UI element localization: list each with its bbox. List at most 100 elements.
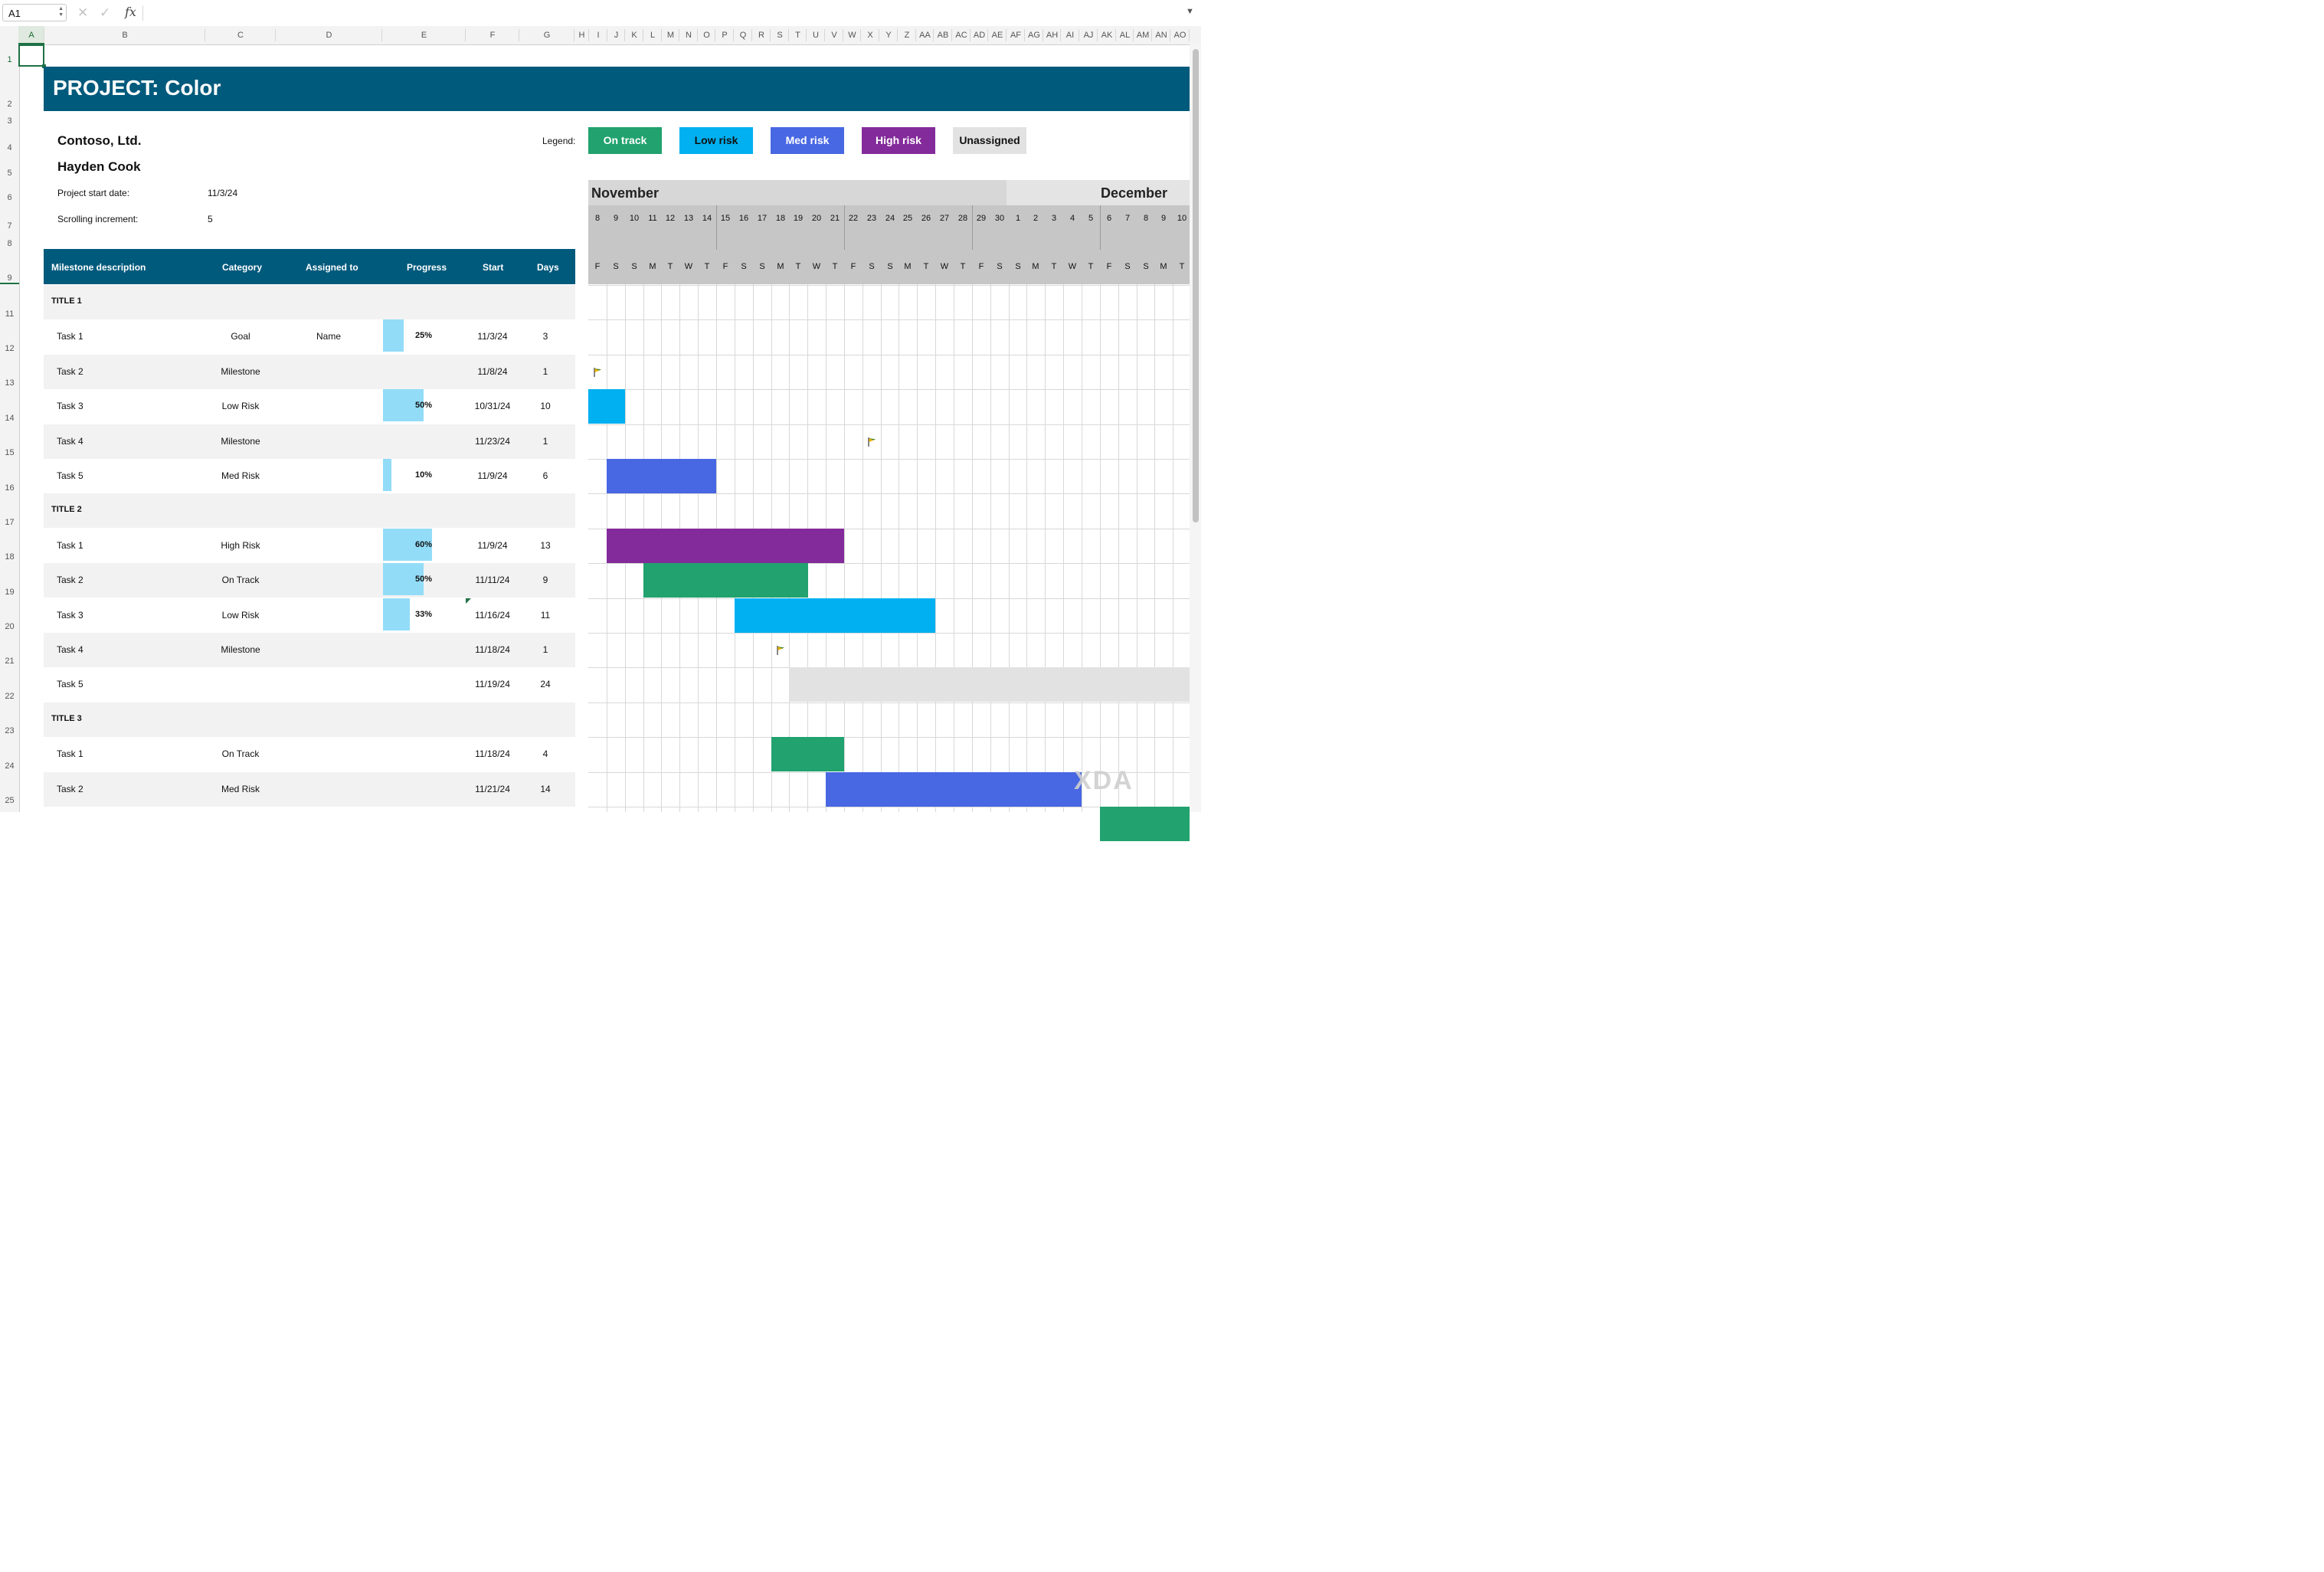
row-header-9[interactable]: 9	[7, 273, 12, 283]
table-row[interactable]: Task 3 Low Risk 33% 11/16/24 11	[44, 598, 575, 633]
row-header-16[interactable]: 16	[5, 483, 15, 493]
task-days[interactable]: 4	[542, 748, 548, 759]
section-title-row[interactable]: TITLE 1	[44, 285, 575, 319]
column-header-u[interactable]: U	[813, 31, 819, 40]
task-name[interactable]: Task 2	[57, 575, 83, 585]
header-milestone[interactable]: Milestone description	[51, 262, 146, 273]
column-header-y[interactable]: Y	[885, 31, 892, 40]
row-header-1[interactable]: 1	[7, 55, 12, 64]
task-progress[interactable]: 33%	[414, 610, 433, 619]
row-header-25[interactable]: 25	[5, 796, 15, 805]
header-days[interactable]: Days	[537, 262, 559, 273]
table-row[interactable]: Task 4 Milestone 11/23/24 1	[44, 424, 575, 459]
row-header-12[interactable]: 12	[5, 344, 15, 353]
task-days[interactable]: 14	[540, 784, 551, 794]
row-header-8[interactable]: 8	[7, 239, 12, 248]
project-manager[interactable]: Hayden Cook	[57, 159, 141, 174]
row-header-3[interactable]: 3	[7, 116, 12, 126]
task-days[interactable]: 1	[542, 366, 548, 377]
column-header-o[interactable]: O	[703, 31, 710, 40]
column-header-q[interactable]: Q	[739, 31, 747, 40]
task-start-date[interactable]: 11/11/24	[475, 575, 510, 585]
column-header-a[interactable]: A	[18, 26, 44, 44]
row-header-15[interactable]: 15	[5, 448, 15, 457]
task-category[interactable]: Med Risk	[221, 784, 260, 794]
column-header-t[interactable]: T	[795, 31, 800, 40]
task-start-date[interactable]: 11/9/24	[477, 470, 508, 481]
column-header-b[interactable]: B	[122, 31, 128, 40]
column-header-ac[interactable]: AC	[955, 31, 967, 40]
column-header-ag[interactable]: AG	[1028, 31, 1040, 40]
task-days[interactable]: 1	[542, 436, 548, 447]
task-name[interactable]: Task 5	[57, 470, 83, 481]
task-days[interactable]: 1	[542, 644, 548, 655]
vertical-scroll-thumb[interactable]	[1193, 49, 1199, 522]
task-name[interactable]: Task 2	[57, 366, 83, 377]
task-category[interactable]: Med Risk	[221, 470, 260, 481]
table-row[interactable]: Task 2 Med Risk 11/21/24 14	[44, 772, 575, 807]
column-header-af[interactable]: AF	[1010, 31, 1022, 40]
table-row[interactable]: Task 4 Milestone 11/18/24 1	[44, 633, 575, 667]
task-category[interactable]: Milestone	[221, 366, 260, 377]
row-header-2[interactable]: 2	[7, 100, 12, 109]
task-progress[interactable]: 10%	[414, 470, 433, 480]
section-title-row[interactable]: TITLE 3	[44, 702, 575, 737]
column-header-l[interactable]: L	[650, 31, 656, 40]
column-header-al[interactable]: AL	[1119, 31, 1131, 40]
column-header-am[interactable]: AM	[1136, 31, 1150, 40]
header-category[interactable]: Category	[222, 262, 263, 273]
selected-cell-a1[interactable]	[18, 44, 44, 67]
column-header-h[interactable]: H	[578, 31, 585, 40]
table-row[interactable]: Task 1 Goal Name 25% 11/3/24 3	[44, 319, 575, 354]
table-row[interactable]: Task 1 High Risk 60% 11/9/24 13	[44, 529, 575, 563]
column-header-m[interactable]: M	[666, 31, 675, 40]
row-header-24[interactable]: 24	[5, 761, 15, 771]
task-days[interactable]: 11	[540, 610, 551, 621]
column-header-r[interactable]: R	[758, 31, 764, 40]
column-header-an[interactable]: AN	[1155, 31, 1167, 40]
row-header-6[interactable]: 6	[7, 193, 12, 202]
task-progress[interactable]: 50%	[414, 401, 433, 410]
row-header-21[interactable]: 21	[5, 657, 15, 666]
task-start-date[interactable]: 11/18/24	[475, 644, 510, 655]
row-header-17[interactable]: 17	[5, 518, 15, 527]
column-header-p[interactable]: P	[722, 31, 728, 40]
task-days[interactable]: 10	[540, 401, 551, 411]
table-row[interactable]: Task 5 Med Risk 10% 11/9/24 6	[44, 459, 575, 493]
column-header-ai[interactable]: AI	[1065, 31, 1075, 40]
task-name[interactable]: Task 3	[57, 610, 83, 621]
column-header-s[interactable]: S	[777, 31, 783, 40]
column-header-aj[interactable]: AJ	[1083, 31, 1094, 40]
column-header-f[interactable]: F	[489, 31, 496, 40]
task-assigned-to[interactable]: Name	[316, 331, 341, 342]
table-row[interactable]: Task 2 On Track 50% 11/11/24 9	[44, 563, 575, 598]
task-name[interactable]: Task 1	[57, 748, 83, 759]
confirm-icon[interactable]: ✓	[100, 5, 111, 20]
name-box-stepper-icon[interactable]: ▲ ▼	[58, 6, 64, 18]
task-start-date[interactable]: 11/9/24	[477, 540, 508, 551]
task-name[interactable]: Task 3	[57, 401, 83, 411]
task-category[interactable]: Milestone	[221, 644, 260, 655]
table-row[interactable]: Task 2 Milestone 11/8/24 1	[44, 355, 575, 389]
task-category[interactable]: Goal	[231, 331, 250, 342]
task-name[interactable]: Task 2	[57, 784, 83, 794]
project-title[interactable]: PROJECT: Color	[53, 76, 221, 100]
column-header-x[interactable]: X	[867, 31, 873, 40]
column-header-d[interactable]: D	[326, 31, 332, 40]
column-header-ah[interactable]: AH	[1046, 31, 1059, 40]
task-category[interactable]: Milestone	[221, 436, 260, 447]
header-assigned[interactable]: Assigned to	[306, 262, 358, 273]
task-name[interactable]: Task 5	[57, 679, 83, 689]
column-header-ae[interactable]: AE	[991, 31, 1003, 40]
task-days[interactable]: 3	[542, 331, 548, 342]
row-header-20[interactable]: 20	[5, 622, 15, 631]
row-header-7[interactable]: 7	[7, 221, 12, 231]
row-header-19[interactable]: 19	[5, 588, 15, 597]
task-days[interactable]: 9	[542, 575, 548, 585]
task-name[interactable]: Task 1	[57, 540, 83, 551]
task-category[interactable]: On Track	[221, 748, 260, 759]
section-title-row[interactable]: TITLE 2	[44, 493, 575, 528]
task-days[interactable]: 24	[540, 679, 551, 689]
scroll-increment-value[interactable]: 5	[208, 214, 213, 224]
task-category[interactable]: On Track	[221, 575, 260, 585]
